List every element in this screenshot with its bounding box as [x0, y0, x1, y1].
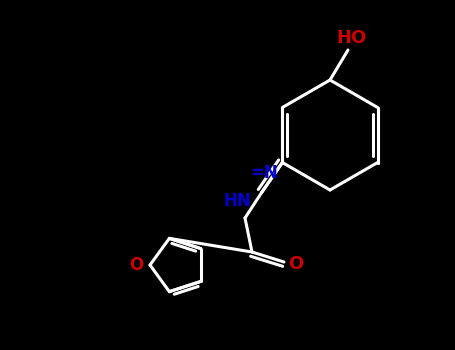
Text: O: O	[129, 256, 143, 274]
Text: O: O	[288, 255, 303, 273]
Text: HO: HO	[336, 29, 366, 47]
Text: =N: =N	[250, 164, 278, 182]
Text: HN: HN	[223, 192, 251, 210]
